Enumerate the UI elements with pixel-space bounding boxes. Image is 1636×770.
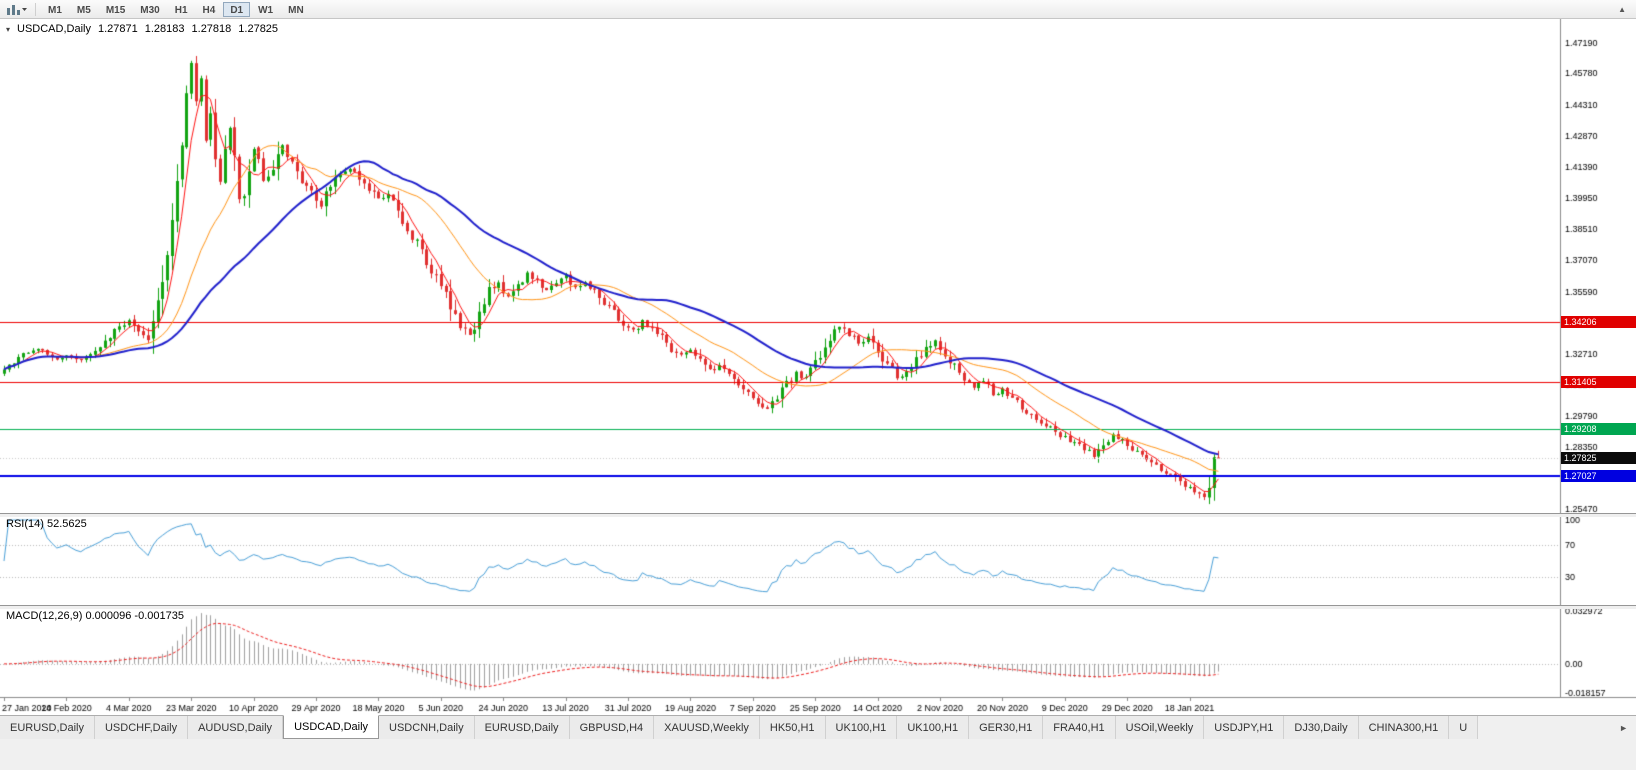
chart-tab-hk50-h1[interactable]: HK50,H1 (759, 716, 826, 739)
period-button-w1[interactable]: W1 (258, 4, 274, 16)
chart-tab-u[interactable]: U (1449, 716, 1479, 739)
chart-tab-uk100-h1[interactable]: UK100,H1 (897, 716, 970, 739)
timeframe-toolbar: M1 M5 M15 M30 H1 H4 D1 W1 MN ▲ (0, 0, 1636, 19)
price-tag-resistance-upper: 1.34206 (1561, 315, 1636, 328)
pane-divider-macd[interactable] (0, 605, 1636, 609)
chart-tab-bar: EURUSD,Daily USDCHF,Daily AUDUSD,Daily USDC… (0, 715, 1636, 739)
period-button-m5[interactable]: M5 (76, 4, 91, 16)
chart-tab-xauusd-weekly[interactable]: XAUUSD,Weekly (654, 716, 760, 739)
price-tag-current-price: 1.27825 (1561, 452, 1636, 465)
period-button-mn[interactable]: MN (288, 4, 304, 16)
chart-title: ▾ USDCAD,Daily 1.27871 1.28183 1.27818 1… (6, 23, 278, 35)
period-button-d1[interactable]: D1 (223, 1, 251, 17)
chart-tab-uk100-h1[interactable]: UK100,H1 (825, 716, 898, 739)
chart-tab-dj30-daily[interactable]: DJ30,Daily (1284, 716, 1359, 739)
price-tag-support-green: 1.29208 (1561, 422, 1636, 435)
toolbar-collapse-button[interactable]: ▲ (1618, 4, 1626, 14)
chart-tab-usoil-weekly[interactable]: USOil,Weekly (1115, 716, 1205, 739)
timeframe-buttons: M1 M5 M15 M30 H1 H4 D1 W1 MN (41, 1, 311, 17)
toolbar-separator (35, 2, 36, 16)
price-tag-support-blue: 1.27027 (1561, 469, 1636, 482)
chart-period-icon[interactable] (4, 2, 30, 17)
ohlc-low: 1.27818 (191, 23, 232, 35)
tab-scroll-right-icon[interactable]: ► (1619, 722, 1628, 733)
ohlc-open: 1.27871 (97, 23, 138, 35)
ohlc-high: 1.28183 (144, 23, 185, 35)
period-button-h4[interactable]: H4 (202, 4, 216, 16)
chart-tab-gbpusd-h4[interactable]: GBPUSD,H4 (569, 716, 655, 739)
chart-dropdown-icon[interactable]: ▾ (6, 24, 11, 34)
period-button-m1[interactable]: M1 (48, 4, 62, 16)
chart-tab-audusd-daily[interactable]: AUDUSD,Daily (188, 716, 284, 739)
price-chart-canvas[interactable] (0, 19, 1636, 715)
period-button-h1[interactable]: H1 (174, 4, 188, 16)
chart-tab-eurusd-daily[interactable]: EURUSD,Daily (0, 716, 95, 739)
chart-tab-usdchf-daily[interactable]: USDCHF,Daily (94, 716, 189, 739)
period-button-m30[interactable]: M30 (140, 4, 160, 16)
chart-tab-usdcad-daily[interactable]: USDCAD,Daily (283, 715, 380, 739)
chart-tab-china300-h1[interactable]: CHINA300,H1 (1358, 716, 1450, 739)
chart-tab-usdjpy-h1[interactable]: USDJPY,H1 (1204, 716, 1285, 739)
macd-label: MACD(12,26,9) 0.000096 -0.001735 (6, 610, 184, 622)
rsi-label: RSI(14) 52.5625 (6, 518, 87, 530)
ohlc-close: 1.27825 (238, 23, 279, 35)
price-tag-resistance-lower: 1.31405 (1561, 375, 1636, 388)
chart-symbol: USDCAD,Daily (17, 23, 91, 35)
chart-area: ▾ USDCAD,Daily 1.27871 1.28183 1.27818 1… (0, 19, 1636, 715)
chart-tab-fra40-h1[interactable]: FRA40,H1 (1043, 716, 1116, 739)
period-button-m15[interactable]: M15 (105, 4, 126, 16)
chart-tab-ger30-h1[interactable]: GER30,H1 (969, 716, 1044, 739)
chart-tab-usdcnh-daily[interactable]: USDCNH,Daily (379, 716, 475, 739)
pane-divider-rsi[interactable] (0, 513, 1636, 517)
chart-tab-eurusd-daily[interactable]: EURUSD,Daily (474, 716, 570, 739)
status-strip (0, 739, 1636, 770)
